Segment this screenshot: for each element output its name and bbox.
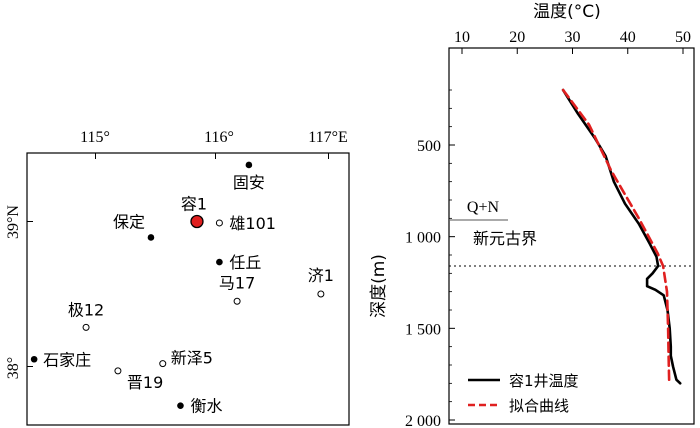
station-label-xinze5: 新泽5: [171, 349, 213, 368]
station-marker-guan: [245, 161, 253, 169]
x-tick-label: 10: [454, 29, 470, 46]
y-tick-label: 2 000: [405, 413, 441, 428]
y-tick-label: 1 500: [405, 321, 441, 338]
map-lon-label-116: 116°: [204, 129, 234, 146]
station-marker-baoding: [147, 234, 155, 241]
station-label-hengshui: 衡水: [190, 397, 222, 416]
map-lon-label-117: 117°E: [308, 129, 348, 146]
station-label-ma17: 马17: [219, 273, 255, 292]
profile-chart: 温度(°C) 深度(m) 10 20 30 40 50 500 1 000 1 500 2 0…: [369, 2, 695, 428]
station-marker-ji12: [82, 323, 90, 331]
station-label-ji12: 极12: [68, 300, 104, 319]
y-axis-title: 深度(m): [369, 254, 389, 318]
map-frame: [26, 152, 350, 426]
series-layer: [561, 88, 682, 385]
station-marker-ma17: [233, 297, 241, 305]
y-ticks: 500 1 000 1 500 2 000: [405, 89, 455, 428]
station-label-jin19: 晋19: [127, 373, 163, 392]
x-tick-label: 50: [675, 29, 691, 46]
map-lat-label-38: 38°: [5, 357, 22, 379]
station-label-xiong101: 雄101: [229, 214, 276, 233]
station-marker-xiong101: [215, 219, 223, 227]
map-lon-label-115: 115°: [80, 129, 110, 146]
map-lat-label-39: 39°N: [5, 205, 22, 239]
series-line-fit: [561, 88, 671, 385]
boundary-label-upper: Q+N: [467, 199, 500, 216]
station-label-rong1: 容1: [181, 195, 207, 214]
y-tick-label: 1 000: [405, 230, 441, 247]
station-label-renqiu: 任丘: [229, 253, 261, 272]
station-marker-renqiu: [216, 258, 223, 266]
legend: 容1井温度 拟合曲线: [468, 372, 579, 415]
x-tick-label: 20: [509, 29, 525, 46]
y-tick-label: 500: [417, 138, 441, 155]
station-label-baoding: 保定: [113, 212, 145, 231]
station-marker-xinze5: [159, 360, 167, 368]
x-ticks: 10 20 30 40 50: [454, 29, 691, 54]
x-axis-title: 温度(°C): [533, 2, 601, 22]
legend-label-fit: 拟合曲线: [509, 397, 569, 415]
station-label-shijiazhuang: 石家庄: [43, 350, 91, 369]
station-marker-rong1: [190, 214, 204, 229]
x-tick-label: 40: [620, 29, 636, 46]
plot-frame: [448, 47, 695, 425]
boundary-label-lower: 新元古界: [473, 229, 537, 248]
x-tick-label: 30: [565, 29, 581, 46]
legend-label-measured: 容1井温度: [509, 372, 579, 390]
station-marker-hengshui: [177, 402, 184, 409]
station-label-guan: 固安: [233, 173, 265, 192]
station-marker-jin19: [114, 367, 122, 375]
station-marker-ji1: [317, 290, 325, 298]
station-label-ji1: 济1: [308, 266, 334, 285]
series-line-measured: [561, 88, 682, 385]
station-marker-shijiazhuang: [30, 355, 38, 363]
